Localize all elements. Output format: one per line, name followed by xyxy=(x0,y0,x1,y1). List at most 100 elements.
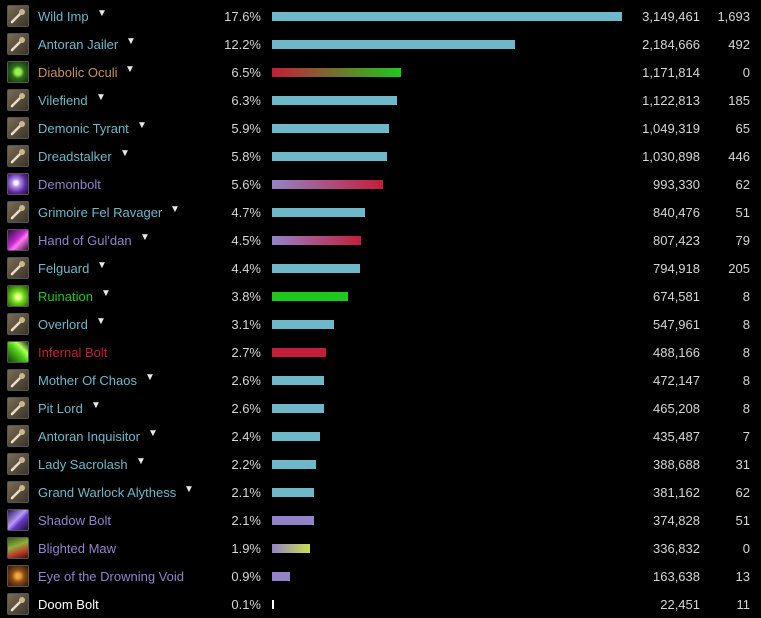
amount-value: 388,688 xyxy=(653,457,700,472)
expand-caret-icon[interactable]: ▼ xyxy=(126,36,136,47)
expand-caret-icon[interactable]: ▼ xyxy=(96,92,106,103)
expand-caret-icon[interactable]: ▼ xyxy=(148,428,158,439)
percent-value: 5.8% xyxy=(231,149,261,164)
table-row[interactable]: Felguard ▼ 4.4% 794,918 205 xyxy=(0,254,761,282)
ability-name[interactable]: Dreadstalker xyxy=(38,149,112,164)
table-row[interactable]: Infernal Bolt 2.7% 488,166 8 xyxy=(0,338,761,366)
expand-caret-icon[interactable]: ▼ xyxy=(145,372,155,383)
damage-bar xyxy=(272,404,324,413)
ability-name[interactable]: Felguard xyxy=(38,261,90,276)
pet-icon xyxy=(7,481,29,503)
ability-name[interactable]: Demonic Tyrant xyxy=(38,121,129,136)
demonbolt-icon xyxy=(7,173,29,195)
count-value: 8 xyxy=(742,289,750,304)
count-value: 8 xyxy=(742,373,750,388)
damage-bar xyxy=(272,68,401,77)
ability-name[interactable]: Antoran Inquisitor xyxy=(38,429,140,444)
table-row[interactable]: Vilefiend ▼ 6.3% 1,122,813 185 xyxy=(0,86,761,114)
percent-value: 3.8% xyxy=(231,289,261,304)
ability-name[interactable]: Pit Lord xyxy=(38,401,83,416)
count-value: 8 xyxy=(742,317,750,332)
table-row[interactable]: Doom Bolt 0.1% 22,451 11 xyxy=(0,590,761,618)
pet-icon xyxy=(7,397,29,419)
damage-bar xyxy=(272,320,334,329)
table-row[interactable]: Demonbolt 5.6% 993,330 62 xyxy=(0,170,761,198)
ability-name[interactable]: Antoran Jailer xyxy=(38,37,119,52)
ability-name[interactable]: Grand Warlock Alythess xyxy=(38,485,177,500)
eye-icon xyxy=(7,565,29,587)
count-value: 492 xyxy=(728,37,750,52)
ability-name[interactable]: Shadow Bolt xyxy=(38,513,111,528)
damage-bar xyxy=(272,572,290,581)
percent-value: 6.3% xyxy=(231,93,261,108)
expand-caret-icon[interactable]: ▼ xyxy=(96,316,106,327)
damage-bar xyxy=(272,348,326,357)
ability-name[interactable]: Vilefiend xyxy=(38,93,88,108)
expand-caret-icon[interactable]: ▼ xyxy=(97,8,107,19)
ability-name[interactable]: Hand of Gul'dan xyxy=(38,233,132,248)
percent-value: 4.4% xyxy=(231,261,261,276)
pet-icon xyxy=(7,313,29,335)
table-row[interactable]: Grimoire Fel Ravager ▼ 4.7% 840,476 51 xyxy=(0,198,761,226)
count-value: 11 xyxy=(736,597,751,612)
amount-value: 381,162 xyxy=(653,485,700,500)
table-row[interactable]: Mother Of Chaos ▼ 2.6% 472,147 8 xyxy=(0,366,761,394)
table-row[interactable]: Demonic Tyrant ▼ 5.9% 1,049,319 65 xyxy=(0,114,761,142)
expand-caret-icon[interactable]: ▼ xyxy=(120,148,130,159)
table-row[interactable]: Wild Imp ▼ 17.6% 3,149,461 1,693 xyxy=(0,2,761,30)
ability-name[interactable]: Ruination xyxy=(38,289,93,304)
percent-value: 5.9% xyxy=(231,121,261,136)
ability-name[interactable]: Infernal Bolt xyxy=(38,345,108,360)
ability-name[interactable]: Eye of the Drowning Void xyxy=(38,569,184,584)
percent-value: 2.6% xyxy=(231,373,261,388)
expand-caret-icon[interactable]: ▼ xyxy=(184,484,194,495)
amount-value: 807,423 xyxy=(653,233,700,248)
expand-caret-icon[interactable]: ▼ xyxy=(125,64,135,75)
table-row[interactable]: Eye of the Drowning Void 0.9% 163,638 13 xyxy=(0,562,761,590)
table-row[interactable]: Shadow Bolt 2.1% 374,828 51 xyxy=(0,506,761,534)
table-row[interactable]: Pit Lord ▼ 2.6% 465,208 8 xyxy=(0,394,761,422)
damage-bar xyxy=(272,600,274,609)
expand-caret-icon[interactable]: ▼ xyxy=(170,204,180,215)
table-row[interactable]: Overlord ▼ 3.1% 547,961 8 xyxy=(0,310,761,338)
expand-caret-icon[interactable]: ▼ xyxy=(101,288,111,299)
table-row[interactable]: Antoran Inquisitor ▼ 2.4% 435,487 7 xyxy=(0,422,761,450)
blighted-maw-icon xyxy=(7,537,29,559)
pet-icon xyxy=(7,145,29,167)
table-row[interactable]: Grand Warlock Alythess ▼ 2.1% 381,162 62 xyxy=(0,478,761,506)
ability-name[interactable]: Diabolic Oculi xyxy=(38,65,118,80)
ability-name[interactable]: Lady Sacrolash xyxy=(38,457,128,472)
table-row[interactable]: Dreadstalker ▼ 5.8% 1,030,898 446 xyxy=(0,142,761,170)
ability-name[interactable]: Overlord xyxy=(38,317,88,332)
ability-name[interactable]: Blighted Maw xyxy=(38,541,117,556)
table-row[interactable]: Blighted Maw 1.9% 336,832 0 xyxy=(0,534,761,562)
expand-caret-icon[interactable]: ▼ xyxy=(91,400,101,411)
count-value: 1,693 xyxy=(717,9,750,24)
count-value: 0 xyxy=(742,541,750,556)
ability-name[interactable]: Mother Of Chaos xyxy=(38,373,137,388)
ability-name[interactable]: Demonbolt xyxy=(38,177,101,192)
pet-icon xyxy=(7,257,29,279)
amount-value: 674,581 xyxy=(653,289,700,304)
table-row[interactable]: Antoran Jailer ▼ 12.2% 2,184,666 492 xyxy=(0,30,761,58)
expand-caret-icon[interactable]: ▼ xyxy=(137,120,147,131)
table-row[interactable]: Ruination ▼ 3.8% 674,581 8 xyxy=(0,282,761,310)
damage-bar xyxy=(272,264,360,273)
expand-caret-icon[interactable]: ▼ xyxy=(136,456,146,467)
percent-value: 0.9% xyxy=(231,569,261,584)
table-row[interactable]: Hand of Gul'dan ▼ 4.5% 807,423 79 xyxy=(0,226,761,254)
percent-value: 17.6% xyxy=(224,9,261,24)
table-row[interactable]: Diabolic Oculi ▼ 6.5% 1,171,814 0 xyxy=(0,58,761,86)
expand-caret-icon[interactable]: ▼ xyxy=(140,232,150,243)
table-row[interactable]: Lady Sacrolash ▼ 2.2% 388,688 31 xyxy=(0,450,761,478)
ability-name[interactable]: Doom Bolt xyxy=(38,597,99,612)
amount-value: 472,147 xyxy=(653,373,700,388)
ability-name[interactable]: Wild Imp xyxy=(38,9,89,24)
count-value: 51 xyxy=(735,205,750,220)
hand-of-guldan-icon xyxy=(7,229,29,251)
percent-value: 2.2% xyxy=(231,457,261,472)
expand-caret-icon[interactable]: ▼ xyxy=(97,260,107,271)
percent-value: 0.1% xyxy=(231,597,261,612)
ability-name[interactable]: Grimoire Fel Ravager xyxy=(38,205,163,220)
count-value: 446 xyxy=(728,149,750,164)
